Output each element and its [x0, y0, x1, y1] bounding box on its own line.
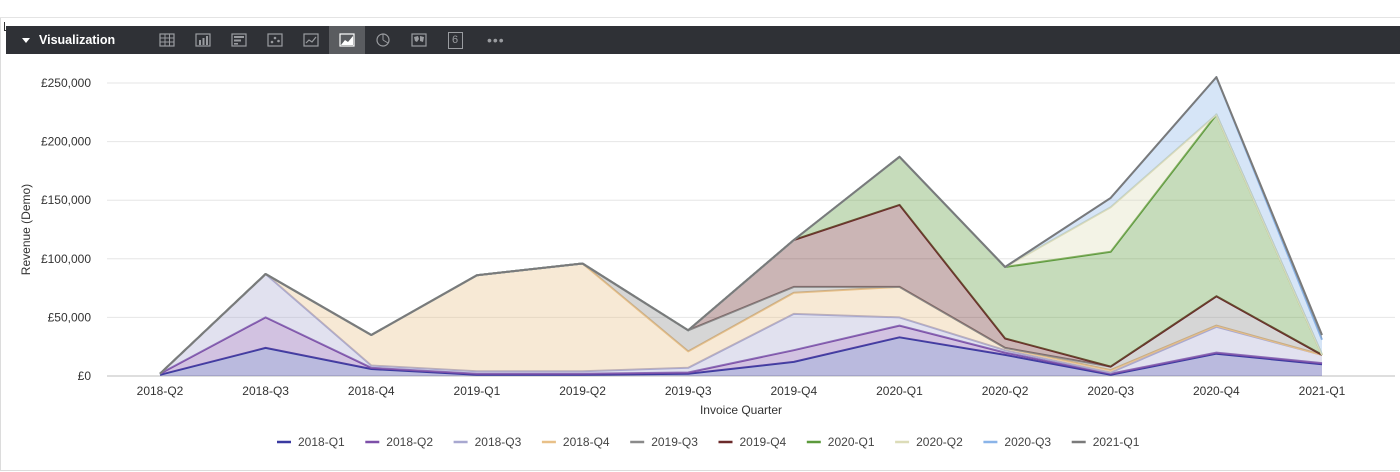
area-2018-Q1 — [160, 337, 1322, 376]
y-tick-label: £200,000 — [41, 135, 91, 149]
line-chart-icon[interactable] — [293, 26, 329, 54]
top-divider — [0, 0, 1400, 18]
y-tick-label: £250,000 — [41, 76, 91, 90]
x-tick-label: 2019-Q1 — [454, 384, 501, 398]
x-tick-label: 2018-Q3 — [242, 384, 289, 398]
axes: £0 £50,000 £100,000 £150,000 £200,000 £250,00… — [41, 76, 1346, 398]
area-2019-Q4 — [160, 204, 1322, 374]
area-2020-Q1 — [160, 114, 1322, 374]
legend-item: 2018-Q1 — [298, 435, 345, 449]
legend-item: 2020-Q3 — [1004, 435, 1051, 449]
visualization-toolbar: Visualization 6 ••• — [6, 26, 1400, 54]
x-tick-label: 2019-Q3 — [665, 384, 712, 398]
single-value-icon[interactable]: 6 — [437, 26, 473, 54]
x-tick-label: 2020-Q3 — [1087, 384, 1134, 398]
collapse-caret-icon[interactable] — [22, 37, 30, 43]
legend-item: 2018-Q4 — [563, 435, 610, 449]
legend-item: 2018-Q2 — [386, 435, 433, 449]
table-icon[interactable] — [149, 26, 185, 54]
single-value-label: 6 — [447, 31, 463, 49]
visualization-title[interactable]: Visualization — [39, 33, 116, 47]
area-2020-Q2 — [160, 114, 1322, 374]
series-line-2018-Q2 — [159, 316, 1323, 375]
series-line-2018-Q3 — [159, 273, 1323, 375]
legend-item: 2018-Q3 — [475, 435, 522, 449]
series-line-2018-Q1 — [159, 336, 1323, 376]
area-series — [159, 76, 1323, 376]
y-tick-label: £50,000 — [48, 310, 92, 324]
x-tick-label: 2019-Q2 — [559, 384, 606, 398]
pie-chart-icon[interactable] — [365, 26, 401, 54]
legend-item: 2020-Q1 — [828, 435, 875, 449]
legend-item: 2019-Q3 — [651, 435, 698, 449]
column-chart-icon[interactable] — [185, 26, 221, 54]
area-2020-Q3 — [160, 77, 1322, 374]
area-2019-Q3 — [160, 263, 1322, 374]
area-chart: £0 £50,000 £100,000 £150,000 £200,000 £250,00… — [19, 76, 1395, 449]
map-icon[interactable] — [401, 26, 437, 54]
legend-item: 2021-Q1 — [1093, 435, 1140, 449]
x-tick-label: 2021-Q1 — [1299, 384, 1346, 398]
y-tick-label: £150,000 — [41, 193, 91, 207]
legend-item: 2019-Q4 — [740, 435, 787, 449]
x-tick-label: 2018-Q4 — [348, 384, 395, 398]
more-options-icon[interactable]: ••• — [487, 32, 505, 48]
scatter-chart-icon[interactable] — [257, 26, 293, 54]
area-chart-icon[interactable] — [329, 26, 365, 54]
legend-item: 2020-Q2 — [916, 435, 963, 449]
y-axis-title: Revenue (Demo) — [19, 184, 33, 275]
y-tick-label: £0 — [78, 369, 92, 383]
visualization-panel — [0, 18, 1399, 471]
x-tick-label: 2020-Q4 — [1193, 384, 1240, 398]
x-tick-label: 2020-Q2 — [982, 384, 1029, 398]
y-tick-label: £100,000 — [41, 252, 91, 266]
legend: 2018-Q1 2018-Q2 2018-Q3 2018-Q4 2019-Q3 2019-… — [277, 435, 1140, 449]
x-tick-label: 2019-Q4 — [770, 384, 817, 398]
x-tick-label: 2018-Q2 — [137, 384, 184, 398]
bar-chart-icon[interactable] — [221, 26, 257, 54]
x-axis-title: Invoice Quarter — [700, 403, 782, 417]
x-tick-label: 2020-Q1 — [876, 384, 923, 398]
series-line-2021-Q1 — [159, 76, 1323, 375]
